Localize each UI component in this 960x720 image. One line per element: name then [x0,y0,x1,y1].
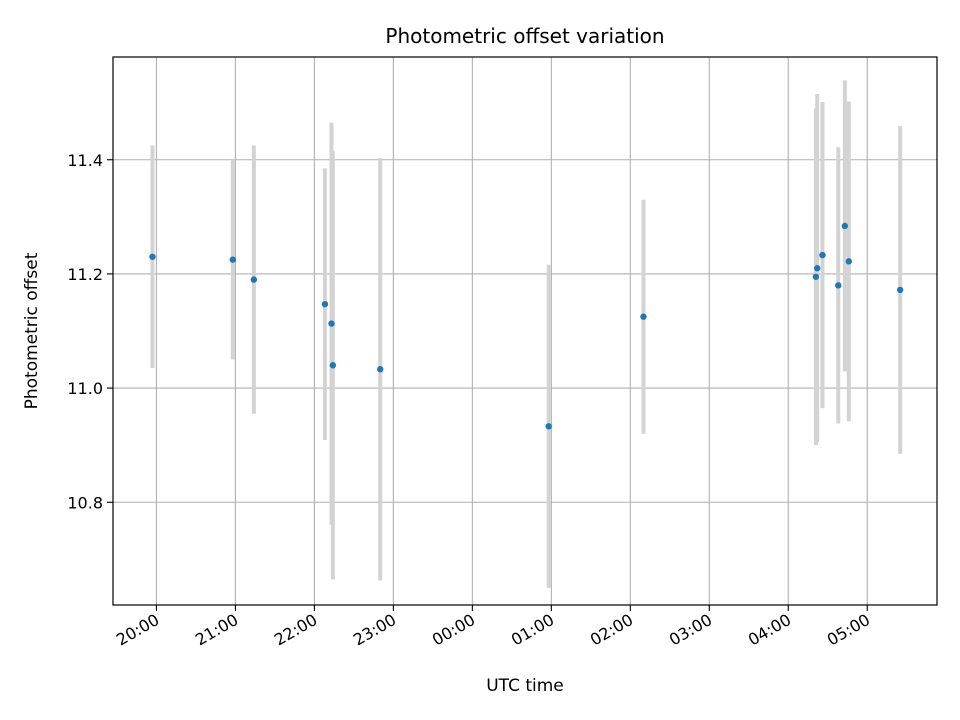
data-point [845,258,853,265]
data-point [819,251,826,259]
y-axis: 10.8 11.0 11.2 11.4 [67,151,113,512]
y-tick-label: 11.0 [67,379,103,398]
plot-frame [112,56,938,606]
data-point [896,286,904,294]
data-point [250,276,258,283]
data-point [329,362,337,369]
data-point [321,300,329,308]
data-point [640,313,647,320]
data-point [812,273,820,280]
y-tick-label: 11.2 [67,265,103,284]
y-axis-label: Photometric offset [22,252,42,409]
data-points [149,222,904,430]
chart-title: Photometric offset variation [385,24,664,48]
data-point [841,222,849,230]
data-point [545,423,552,430]
data-point [149,253,156,260]
y-tick-label: 11.4 [67,151,103,170]
data-point [377,366,384,373]
data-point [328,320,335,327]
data-point [835,282,842,289]
grid [113,57,937,605]
y-tick-label: 10.8 [67,493,103,512]
x-axis-label: UTC time [486,676,564,696]
data-point [814,265,821,272]
data-point [229,256,236,263]
